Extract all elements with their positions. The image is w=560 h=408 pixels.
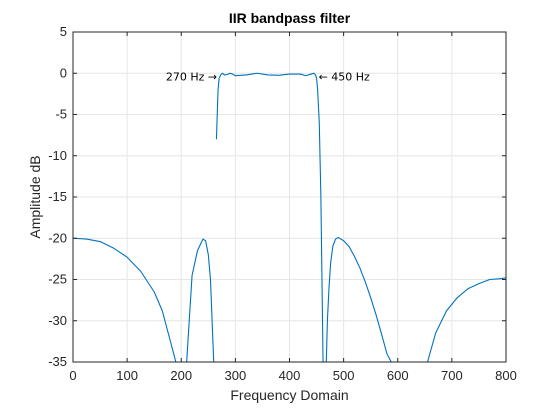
y-tick-label: -30 — [48, 313, 67, 328]
x-tick-label: 600 — [387, 368, 409, 383]
y-tick-label: -25 — [48, 272, 67, 287]
plot-area — [72, 72, 507, 363]
y-tick-label: -5 — [55, 107, 67, 122]
y-axis-label: Amplitude dB — [27, 155, 43, 238]
x-axis-label: Frequency Domain — [230, 387, 348, 403]
x-tick-label: 700 — [441, 368, 463, 383]
x-tick-label: 0 — [69, 368, 76, 383]
x-tick-label: 100 — [116, 368, 138, 383]
y-tick-label: -10 — [48, 148, 67, 163]
x-tick-label: 200 — [170, 368, 192, 383]
series-line — [72, 72, 507, 363]
x-tick-label: 500 — [333, 368, 355, 383]
y-tick-label: 5 — [60, 24, 67, 39]
x-tick-label: 300 — [225, 368, 247, 383]
y-tick-label: -35 — [48, 354, 67, 369]
y-tick-label: -20 — [48, 230, 67, 245]
x-tick-label: 800 — [495, 368, 517, 383]
y-tick-label: -15 — [48, 189, 67, 204]
x-tick-label: 400 — [279, 368, 301, 383]
annotation-label: ← 450 Hz — [319, 71, 370, 84]
y-tick-label: 0 — [60, 65, 67, 80]
annotation-label: 270 Hz → — [166, 71, 217, 84]
ticks: 0 100 200 300 400 500 600 700 800 5 0 -5 -10 -15 -20 -2… — [48, 24, 517, 383]
annotations: 270 Hz → ← 450 Hz — [166, 71, 370, 84]
chart-title: IIR bandpass filter — [229, 10, 351, 26]
